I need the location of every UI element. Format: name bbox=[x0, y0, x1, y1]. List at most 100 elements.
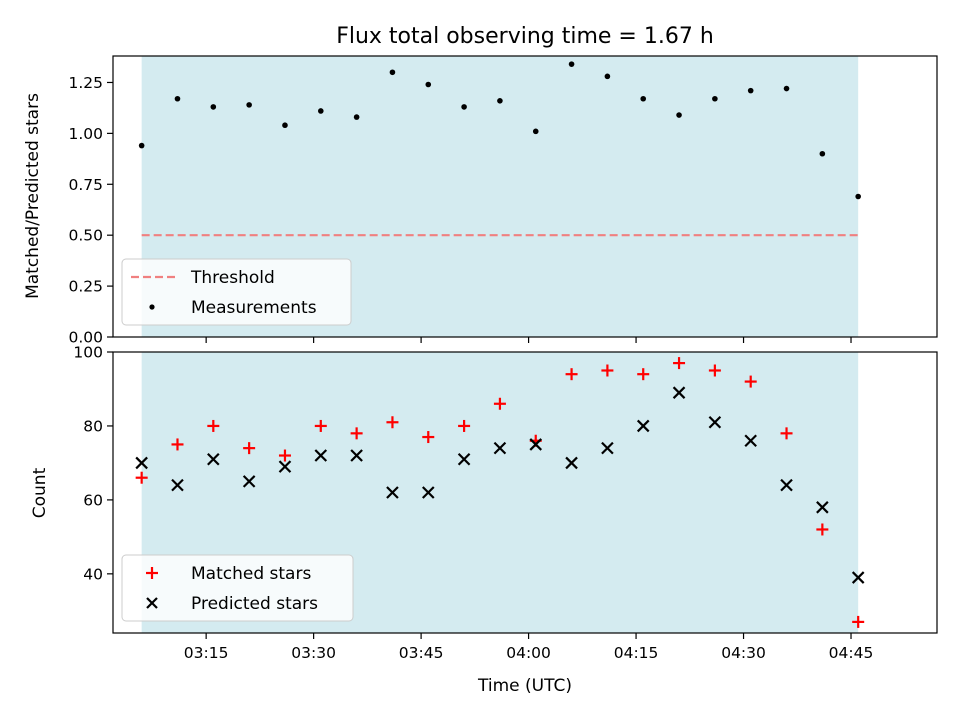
measurement-point bbox=[712, 95, 718, 102]
matched-star-point bbox=[314, 419, 327, 432]
predicted-star-point bbox=[672, 386, 686, 399]
count-ytick-label: 100 bbox=[73, 344, 103, 362]
matched-star-point bbox=[350, 427, 363, 440]
measurement-point bbox=[353, 114, 360, 120]
matched-star-point bbox=[565, 368, 578, 381]
legend-predicted-label: Predicted stars bbox=[191, 594, 318, 614]
predicted-marker-b bbox=[816, 501, 829, 514]
measurement-point bbox=[747, 87, 754, 94]
count-xtick-label: 03:30 bbox=[291, 644, 336, 662]
predicted-star-point bbox=[314, 449, 328, 462]
predicted-star-point bbox=[780, 478, 793, 492]
measurement-point bbox=[604, 73, 611, 80]
predicted-star-point bbox=[565, 456, 578, 470]
matched-star-point bbox=[422, 431, 435, 444]
matched-star-point bbox=[493, 397, 506, 410]
count-xlabel: Time (UTC) bbox=[477, 676, 572, 696]
measurement-point bbox=[317, 108, 324, 114]
matched-star-point bbox=[780, 427, 793, 440]
matched-star-point bbox=[744, 375, 757, 388]
ratio-axes-frame bbox=[112, 55, 938, 338]
predicted-marker-b bbox=[457, 452, 471, 466]
measurement-point bbox=[174, 95, 181, 102]
legend-matched-swatch bbox=[146, 567, 158, 579]
predicted-marker-b bbox=[493, 441, 507, 455]
predicted-marker-b bbox=[386, 486, 399, 499]
measurement-point bbox=[282, 122, 288, 129]
measurement-point bbox=[568, 61, 575, 67]
matched-star-point bbox=[278, 449, 291, 462]
legend-predicted-swatch bbox=[146, 597, 158, 609]
ratio-ytick-label: 0.50 bbox=[68, 227, 103, 245]
count-xtick-label: 03:45 bbox=[399, 644, 444, 662]
legend-measurements-swatch bbox=[149, 304, 155, 310]
legend-measurements-label: Measurements bbox=[191, 298, 317, 318]
count-xtick-label: 04:00 bbox=[506, 644, 551, 662]
measurement-point bbox=[461, 104, 467, 110]
predicted-star-point bbox=[493, 441, 507, 455]
predicted-marker-b bbox=[242, 475, 256, 488]
predicted-star-point bbox=[207, 452, 220, 466]
predicted-marker-b bbox=[350, 449, 363, 462]
predicted-marker-b bbox=[278, 460, 292, 473]
predicted-star-point bbox=[421, 486, 435, 499]
matched-star-point bbox=[637, 368, 650, 381]
predicted-marker-b bbox=[601, 441, 614, 455]
predicted-star-point bbox=[851, 571, 865, 584]
predicted-marker-b bbox=[744, 434, 757, 448]
predicted-star-point bbox=[708, 415, 722, 429]
ratio-legend: Threshold Measurements bbox=[121, 258, 352, 326]
count-legend-box bbox=[121, 554, 354, 622]
ratio-ytick-label: 0.25 bbox=[68, 278, 103, 296]
count-axes-frame bbox=[112, 351, 938, 634]
predicted-star-point bbox=[744, 434, 757, 448]
predicted-marker-b bbox=[421, 486, 435, 499]
count-ylabel: Count bbox=[30, 467, 50, 518]
count-xtick-label: 04:15 bbox=[614, 644, 659, 662]
count-ytick-label: 40 bbox=[83, 565, 103, 583]
count-ytick-label: 60 bbox=[83, 491, 103, 509]
ratio-ytick-label: 1.25 bbox=[68, 74, 103, 92]
predicted-marker-b bbox=[135, 456, 148, 470]
legend-matched-label: Matched stars bbox=[191, 564, 311, 584]
predicted-marker-b bbox=[636, 419, 650, 433]
predicted-star-point bbox=[816, 501, 829, 514]
measurement-point bbox=[138, 142, 145, 149]
predicted-star-point bbox=[171, 478, 184, 492]
predicted-marker-b bbox=[207, 452, 220, 466]
measurement-point bbox=[676, 112, 682, 118]
measurement-point bbox=[246, 102, 252, 108]
count-xtick-label: 04:30 bbox=[721, 644, 766, 662]
predicted-star-point bbox=[135, 456, 148, 470]
matched-star-point bbox=[171, 438, 184, 451]
matched-star-point bbox=[243, 442, 256, 455]
chart-title: Flux total observing time = 1.67 h bbox=[336, 24, 714, 49]
ratio-legend-box bbox=[121, 258, 352, 326]
predicted-star-point bbox=[386, 486, 399, 499]
predicted-star-point bbox=[457, 452, 471, 466]
ratio-ytick-label: 0.75 bbox=[68, 176, 103, 194]
count-legend: Matched stars Predicted stars bbox=[121, 554, 354, 622]
measurement-point bbox=[210, 104, 217, 110]
ratio-panel: 0.00 0.25 0.50 0.75 1.00 1.25 Matched/Predict… bbox=[23, 55, 938, 347]
predicted-star-point bbox=[278, 460, 292, 473]
matched-star-point bbox=[601, 364, 614, 377]
measurement-point bbox=[532, 128, 539, 135]
predicted-marker-b bbox=[314, 449, 328, 462]
predicted-marker-b bbox=[780, 478, 793, 492]
ratio-ytick-label: 1.00 bbox=[68, 125, 103, 143]
measurement-point bbox=[425, 81, 432, 88]
measurement-point bbox=[855, 193, 861, 200]
legend-threshold-label: Threshold bbox=[190, 268, 275, 288]
ratio-ylabel: Matched/Predicted stars bbox=[23, 93, 43, 299]
measurement-point bbox=[640, 95, 647, 102]
matched-star-point bbox=[207, 419, 220, 432]
count-ytick-label: 80 bbox=[83, 417, 103, 435]
count-xtick-label: 04:45 bbox=[829, 644, 874, 662]
ratio-ytick-label: 0.00 bbox=[68, 329, 103, 347]
predicted-marker-b bbox=[529, 438, 543, 451]
predicted-marker-b bbox=[672, 386, 686, 399]
predicted-star-point bbox=[601, 441, 614, 455]
predicted-marker-b bbox=[851, 571, 865, 584]
